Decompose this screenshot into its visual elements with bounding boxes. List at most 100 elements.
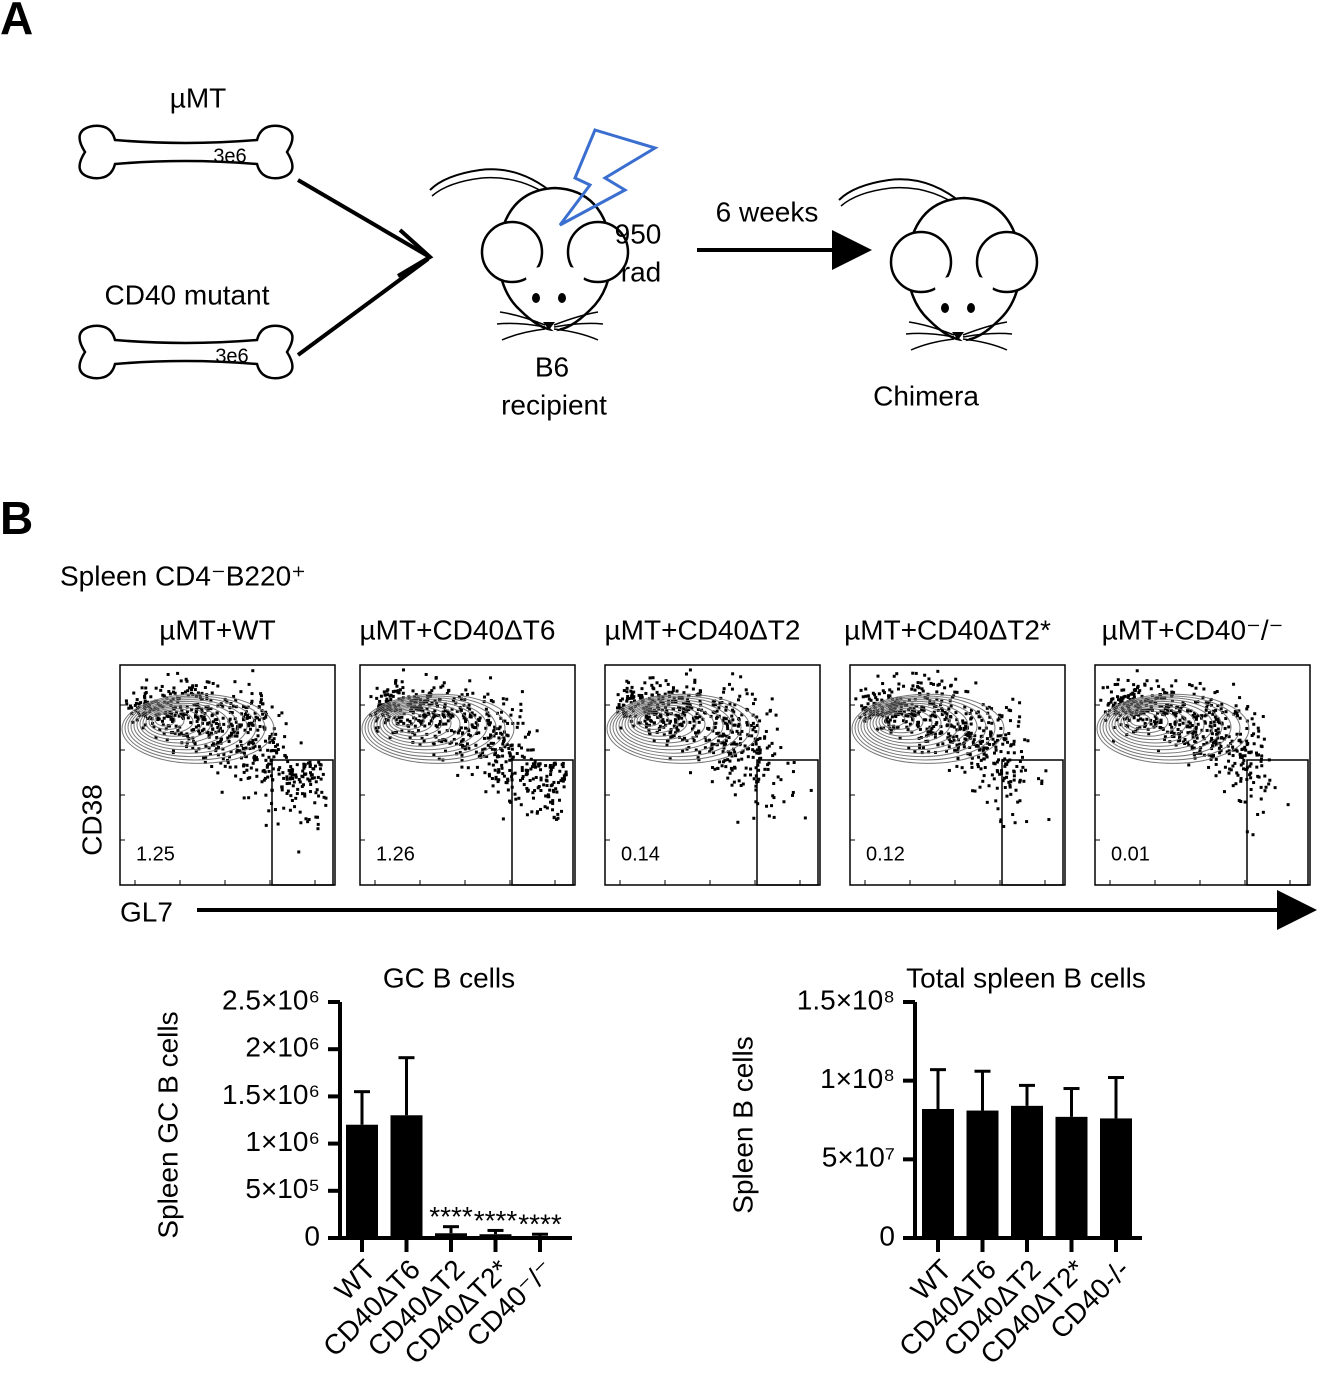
- event-dot: [189, 721, 193, 725]
- event-dot: [1242, 758, 1246, 762]
- event-dot: [559, 779, 563, 783]
- event-dot: [643, 709, 647, 713]
- event-dot: [867, 697, 871, 701]
- event-dot: [745, 721, 749, 725]
- event-dot: [375, 686, 379, 690]
- event-dot: [745, 692, 749, 696]
- plot-frame: [604, 664, 821, 886]
- event-dot: [1257, 775, 1261, 779]
- event-dot: [948, 734, 952, 738]
- event-dot: [1146, 709, 1150, 713]
- event-dot: [292, 780, 296, 784]
- event-dot: [1126, 725, 1130, 729]
- event-dot: [721, 719, 725, 723]
- event-dot: [1138, 689, 1142, 693]
- contour: [618, 700, 724, 751]
- event-dot: [1122, 688, 1126, 692]
- event-dot: [1194, 730, 1198, 734]
- event-dot: [186, 689, 190, 693]
- event-dot: [1250, 733, 1254, 737]
- event-dot: [661, 718, 665, 722]
- event-dot: [156, 718, 160, 722]
- event-dot: [452, 737, 456, 741]
- event-dot: [980, 718, 984, 722]
- event-dot: [262, 725, 266, 729]
- event-dot: [1255, 751, 1259, 755]
- event-dot: [180, 692, 184, 696]
- event-dot: [200, 729, 204, 733]
- event-dot: [212, 743, 216, 747]
- event-dot: [163, 711, 167, 715]
- event-dot: [1115, 718, 1119, 722]
- event-dot: [994, 799, 998, 803]
- population-label: Spleen CD4⁻B220⁺: [60, 560, 306, 591]
- event-dot: [1256, 726, 1260, 730]
- event-dot: [130, 706, 134, 710]
- event-dot: [1019, 750, 1023, 754]
- event-dot: [1112, 704, 1116, 708]
- event-dot: [446, 719, 450, 723]
- event-dot: [947, 768, 951, 772]
- event-dot: [309, 782, 313, 786]
- event-dot: [217, 722, 221, 726]
- significance: ****: [518, 1209, 562, 1240]
- event-dot: [1232, 682, 1236, 686]
- event-dot: [872, 701, 876, 705]
- event-dot: [271, 767, 275, 771]
- event-dot: [477, 754, 481, 758]
- event-dot: [284, 722, 288, 726]
- event-dot: [710, 742, 714, 746]
- event-dot: [230, 724, 234, 728]
- event-dot: [625, 686, 629, 690]
- event-dot: [455, 709, 459, 713]
- event-dot: [726, 750, 730, 754]
- event-dot: [737, 779, 741, 783]
- contour: [866, 702, 960, 747]
- event-dot: [324, 803, 328, 807]
- event-dot: [1212, 754, 1216, 758]
- event-dot: [200, 707, 204, 711]
- event-dot: [399, 719, 403, 723]
- event-dot: [1174, 679, 1178, 683]
- event-dot: [461, 713, 465, 717]
- event-dot: [300, 792, 304, 796]
- event-dot: [1015, 764, 1019, 768]
- event-dot: [450, 713, 454, 717]
- event-dot: [890, 690, 894, 694]
- event-dot: [394, 681, 398, 685]
- event-dot: [194, 684, 198, 688]
- event-dot: [703, 711, 707, 715]
- event-dot: [492, 729, 496, 733]
- event-dot: [1005, 794, 1009, 798]
- event-dot: [971, 740, 975, 744]
- event-dot: [271, 748, 275, 752]
- event-dot: [441, 684, 445, 688]
- event-dot: [294, 773, 298, 777]
- event-dot: [992, 761, 996, 765]
- event-dot: [186, 716, 190, 720]
- event-dot: [1156, 711, 1160, 715]
- event-dot: [859, 688, 863, 692]
- event-dot: [1120, 699, 1124, 703]
- event-dot: [314, 815, 318, 819]
- event-dot: [727, 719, 731, 723]
- event-dot: [739, 783, 743, 787]
- event-dot: [724, 717, 728, 721]
- event-dot: [1200, 728, 1204, 732]
- event-dot: [309, 771, 313, 775]
- event-dot: [487, 762, 491, 766]
- event-dot: [917, 692, 921, 696]
- event-dot: [528, 778, 532, 782]
- event-dot: [954, 711, 958, 715]
- event-dot: [643, 719, 647, 723]
- event-dot: [644, 715, 648, 719]
- event-dot: [624, 711, 628, 715]
- event-dot: [1138, 705, 1142, 709]
- event-dot: [653, 700, 657, 704]
- event-dot: [1192, 746, 1196, 750]
- event-dot: [255, 758, 259, 762]
- event-dot: [651, 676, 655, 680]
- event-dot: [470, 711, 474, 715]
- event-dot: [470, 723, 474, 727]
- event-dot: [1013, 821, 1017, 825]
